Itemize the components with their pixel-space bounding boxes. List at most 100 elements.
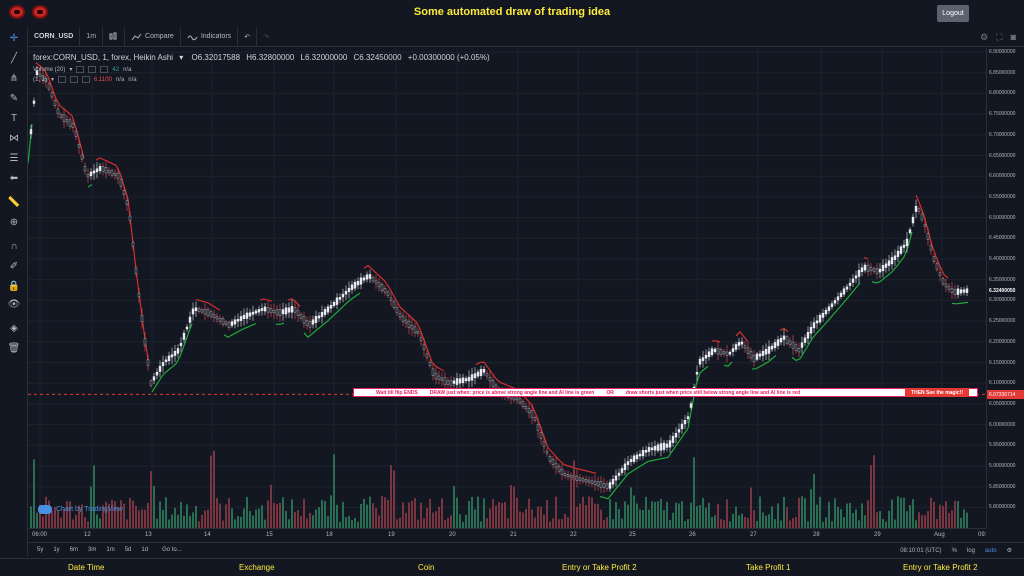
volume-bar xyxy=(825,517,827,528)
range-5d[interactable]: 5d xyxy=(124,547,132,553)
volume-bar xyxy=(237,516,239,528)
candle xyxy=(887,260,891,266)
settings-mini-icon[interactable] xyxy=(70,76,79,83)
brush-icon[interactable]: ✎ xyxy=(9,92,19,104)
candle xyxy=(407,320,411,328)
auto-toggle[interactable]: auto xyxy=(984,547,997,554)
candle xyxy=(131,242,135,247)
volume-bar xyxy=(297,510,299,528)
banner-text: DRAW just when: price is above strong an… xyxy=(429,389,595,396)
eye-toggle-icon[interactable] xyxy=(76,66,85,73)
candle xyxy=(725,351,729,356)
volume-bar xyxy=(510,485,512,528)
price-tick-label: 6.40000000 xyxy=(989,256,1016,262)
percent-toggle[interactable]: % xyxy=(951,547,957,554)
compare-button[interactable]: Compare xyxy=(125,26,181,47)
volume-bar xyxy=(288,519,290,528)
range-6m[interactable]: 6m xyxy=(69,547,79,553)
range-3m[interactable]: 3m xyxy=(88,547,97,553)
eye-icon[interactable]: 👁 xyxy=(7,298,21,310)
volume-bar xyxy=(783,496,785,528)
candle xyxy=(176,348,180,354)
fullscreen-icon[interactable]: ⛶ xyxy=(996,31,1003,42)
volume-bar xyxy=(621,518,623,528)
settings-icon[interactable]: ⚙ xyxy=(980,31,989,42)
volume-bar xyxy=(123,503,125,528)
candle xyxy=(776,339,780,346)
eye-toggle-icon[interactable] xyxy=(58,76,67,83)
interval-select[interactable]: 1m xyxy=(80,26,104,47)
volume-bar xyxy=(771,506,773,528)
pitchfork-icon[interactable]: ⋔ xyxy=(9,72,19,84)
undo-button[interactable]: ↶ xyxy=(238,26,258,47)
logout-button[interactable]: Logout xyxy=(937,5,969,22)
volume-bar xyxy=(597,503,599,528)
camera-icon[interactable]: ◙ xyxy=(1010,32,1016,42)
trash-icon[interactable]: 🗑 xyxy=(7,342,21,354)
lock-icon[interactable]: 🔒 xyxy=(7,280,21,292)
chevron-down-icon[interactable]: ▾ xyxy=(51,77,55,83)
legend-title: forex:CORN_USD, 1, forex, Heikin Ashi xyxy=(33,53,174,62)
volume-bar xyxy=(204,510,206,528)
watermark-text: Chart by TradingView xyxy=(56,506,123,513)
range-1m[interactable]: 1m xyxy=(106,547,115,553)
lock-drawing-icon[interactable]: ✐ xyxy=(9,260,19,272)
indicator-label[interactable]: (1, 1) xyxy=(33,76,48,83)
back-arrow-icon[interactable]: ⬅ xyxy=(9,172,19,184)
fib-icon[interactable]: ☰ xyxy=(9,152,19,164)
volume-bar xyxy=(807,521,809,528)
close-mini-icon[interactable] xyxy=(100,66,109,73)
volume-bar xyxy=(48,500,50,528)
volume-bar xyxy=(579,503,581,528)
symbol-search[interactable]: CORN_USD xyxy=(28,26,81,47)
goto-button[interactable]: Go to... xyxy=(162,547,182,553)
magnet-icon[interactable]: ∩ xyxy=(10,240,18,252)
candle xyxy=(827,306,831,311)
clock-time[interactable]: 08:10:01 (UTC) xyxy=(900,547,942,554)
volume-bar xyxy=(537,506,539,528)
pattern-icon[interactable]: ⋈ xyxy=(9,132,19,144)
legend-dropdown-icon[interactable]: ▾ xyxy=(179,53,184,62)
range-1y[interactable]: 1y xyxy=(53,547,60,553)
ruler-icon[interactable]: 📏 xyxy=(7,196,21,208)
volume-bar xyxy=(39,504,41,528)
volume-bar xyxy=(243,508,245,528)
layers-icon[interactable]: ◈ xyxy=(10,322,18,334)
price-axis[interactable]: 6.90000000 6.85000000 6.80000000 6.75000000… xyxy=(986,48,1024,528)
chevron-down-icon[interactable]: ▾ xyxy=(69,67,73,73)
volume-bar xyxy=(111,499,113,528)
crosshair-icon[interactable]: ✛ xyxy=(9,32,19,44)
chart-style-button[interactable] xyxy=(103,26,126,47)
redo-button[interactable]: ↷ xyxy=(257,27,275,47)
time-tick-label: 25 xyxy=(629,532,636,538)
range-1d[interactable]: 1d xyxy=(141,547,149,553)
volume-bar xyxy=(360,503,362,528)
volume-bar xyxy=(519,511,521,528)
tradingview-watermark[interactable]: Chart by TradingView xyxy=(38,505,123,514)
chart-area[interactable] xyxy=(27,48,986,528)
trading-idea-banner: Wait till flip ENDS DRAW just when: pric… xyxy=(353,388,978,397)
volume-label[interactable]: Volume (20) xyxy=(33,66,66,73)
gear-icon[interactable]: ⚙ xyxy=(1006,548,1012,554)
candle xyxy=(950,288,954,293)
legend-change: +0.00300000 (+0.05%) xyxy=(407,53,490,62)
price-tick-label: 5.80000000 xyxy=(989,504,1016,511)
candle xyxy=(836,296,840,301)
volume-bar xyxy=(720,519,722,528)
price-chart[interactable] xyxy=(27,48,986,528)
volume-bar xyxy=(120,500,122,528)
candle xyxy=(767,346,771,354)
close-mini-icon[interactable] xyxy=(82,76,91,83)
log-toggle[interactable]: log xyxy=(966,547,975,554)
trend-line-icon[interactable]: ╱ xyxy=(10,52,18,64)
volume-bar xyxy=(558,519,560,528)
volume-bar xyxy=(804,498,806,528)
range-5y[interactable]: 5y xyxy=(37,547,44,553)
text-icon[interactable]: T xyxy=(10,112,18,124)
settings-mini-icon[interactable] xyxy=(88,66,97,73)
indicators-button[interactable]: Indicators xyxy=(181,26,239,47)
time-axis[interactable]: 06:00 12 13 14 15 18 19 20 21 22 25 26 27 28 29 Aug 09: xyxy=(28,528,986,542)
volume-bar xyxy=(369,496,371,528)
zoom-icon[interactable]: ⊕ xyxy=(9,216,19,228)
volume-bar xyxy=(222,520,224,528)
